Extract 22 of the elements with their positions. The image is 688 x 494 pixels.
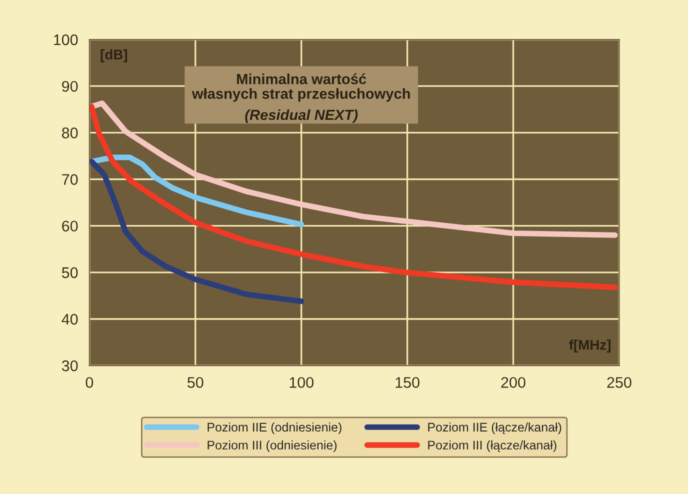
legend-label: Poziom III (odniesienie) — [208, 440, 337, 452]
x-tick-label: 0 — [86, 377, 94, 388]
y-tick-label: 60 — [62, 220, 78, 232]
x-tick-label: 250 — [607, 377, 632, 388]
x-tick-label: 50 — [188, 377, 204, 388]
legend-label: Poziom IIE (odniesienie) — [208, 422, 342, 434]
y-tick-label: 50 — [62, 267, 78, 278]
y-axis-title: [dB] — [100, 49, 128, 62]
y-tick-label: 70 — [62, 174, 78, 185]
y-tick-label: 100 — [54, 34, 78, 46]
y-tick-label: 80 — [62, 128, 78, 138]
legend-label: Poziom III (łącze/kanał) — [428, 440, 556, 452]
text: (Residual NEXT) — [245, 109, 358, 123]
x-tick-label: 100 — [290, 377, 314, 388]
y-tick-label: 40 — [62, 314, 78, 325]
y-tick-label: 90 — [62, 80, 78, 92]
x-tick-label: 150 — [396, 377, 420, 388]
y-tick-label: 30 — [62, 360, 78, 372]
legend-label: Poziom IIE (łącze/kanał) — [428, 422, 562, 434]
x-axis-title: f[MHz] — [569, 340, 610, 353]
x-tick-label: 200 — [501, 377, 526, 388]
text: Minimalna wartość własnych strat przesłuchowych — [192, 73, 410, 102]
